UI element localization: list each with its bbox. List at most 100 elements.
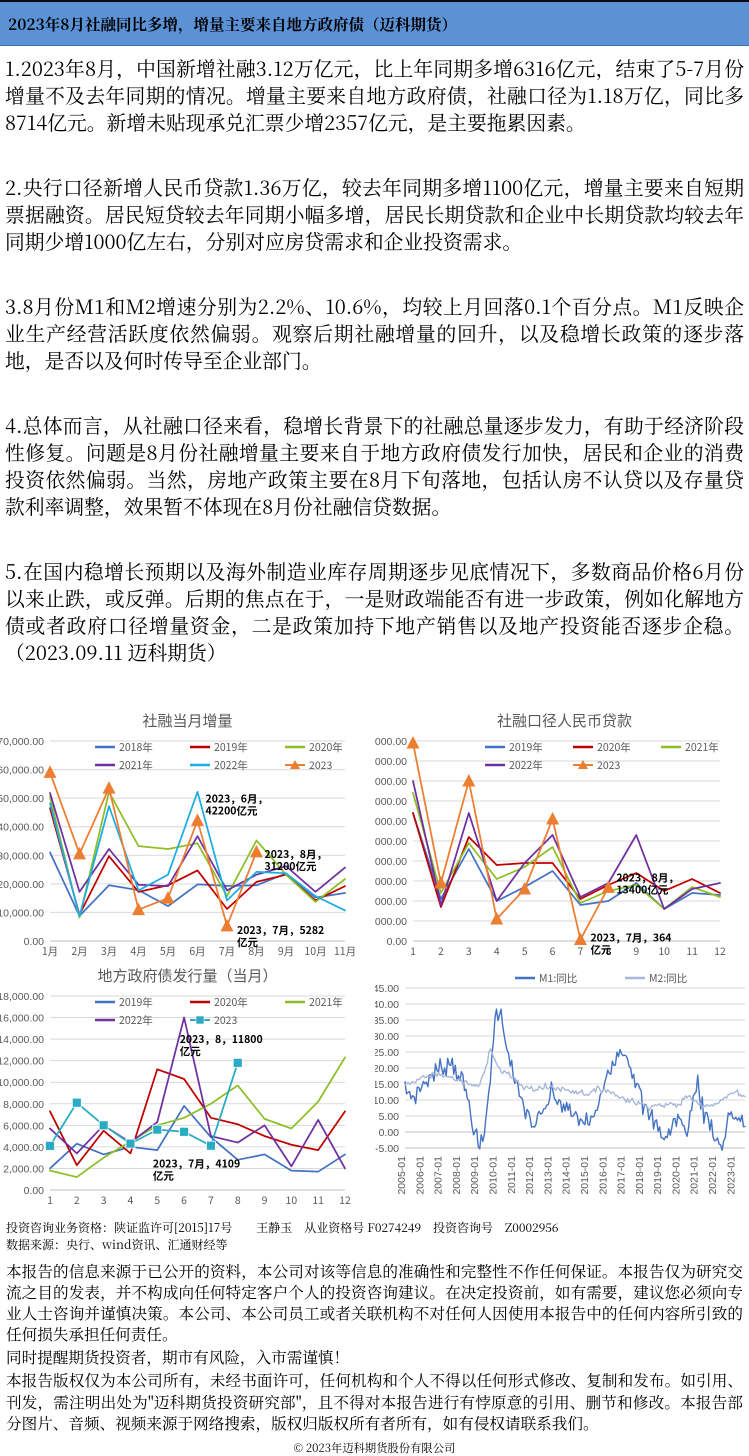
svg-text:9: 9	[633, 944, 639, 958]
svg-text:6月: 6月	[189, 944, 205, 958]
svg-text:2008-01: 2008-01	[451, 1156, 463, 1195]
svg-text:25.00: 25.00	[375, 1047, 399, 1059]
svg-text:2019年: 2019年	[509, 740, 543, 755]
svg-text:3月: 3月	[101, 944, 117, 958]
svg-text:2019-01: 2019-01	[652, 1156, 664, 1195]
svg-text:2023: 2023	[309, 758, 332, 773]
svg-text:0.00: 0.00	[387, 936, 408, 948]
svg-text:15.00: 15.00	[375, 1079, 399, 1091]
svg-text:2: 2	[438, 944, 444, 958]
svg-text:60,000.00: 60,000.00	[0, 765, 44, 777]
svg-text:10: 10	[658, 944, 670, 958]
svg-text:30.00: 30.00	[375, 1031, 399, 1043]
svg-text:-5.00: -5.00	[375, 1143, 399, 1155]
svg-text:70,000.00: 70,000.00	[0, 736, 44, 748]
svg-text:社融当月增量: 社融当月增量	[142, 710, 232, 731]
svg-text:亿元: 亿元	[590, 943, 611, 958]
svg-text:2022年: 2022年	[509, 758, 543, 773]
svg-text:5,000.00: 5,000.00	[375, 916, 407, 928]
svg-text:35,000.00: 35,000.00	[375, 796, 407, 808]
svg-text:5: 5	[522, 944, 528, 958]
svg-text:9: 9	[262, 1193, 268, 1208]
svg-text:6: 6	[550, 944, 556, 958]
svg-text:1: 1	[47, 1193, 53, 1208]
svg-text:5.00: 5.00	[379, 1111, 400, 1123]
svg-text:10月: 10月	[304, 944, 326, 958]
svg-text:3: 3	[466, 944, 472, 958]
svg-text:3: 3	[101, 1193, 107, 1208]
svg-text:10,000.00: 10,000.00	[0, 1077, 44, 1089]
svg-text:0.00: 0.00	[379, 1127, 400, 1139]
svg-text:2021年: 2021年	[119, 758, 153, 773]
svg-text:M2:同比: M2:同比	[649, 971, 687, 986]
svg-text:2020-01: 2020-01	[670, 1156, 682, 1195]
svg-text:4月: 4月	[130, 944, 146, 958]
svg-text:地方政府债发行量（当月）: 地方政府债发行量（当月）	[97, 965, 277, 986]
svg-text:42200亿元: 42200亿元	[206, 803, 258, 818]
svg-text:2005-01: 2005-01	[396, 1156, 408, 1195]
svg-text:12: 12	[714, 944, 726, 958]
svg-text:亿元: 亿元	[237, 935, 258, 950]
svg-text:16,000.00: 16,000.00	[0, 1013, 44, 1025]
svg-text:12: 12	[339, 1193, 351, 1208]
svg-text:2007-01: 2007-01	[433, 1156, 445, 1195]
svg-text:2021年: 2021年	[685, 740, 719, 755]
svg-text:1月: 1月	[42, 944, 58, 958]
svg-text:5月: 5月	[160, 944, 176, 958]
svg-text:6,000.00: 6,000.00	[3, 1120, 44, 1132]
svg-text:40.00: 40.00	[375, 999, 399, 1011]
svg-text:2021-01: 2021-01	[689, 1156, 701, 1195]
svg-text:11: 11	[312, 1193, 324, 1208]
svg-text:30,000.00: 30,000.00	[0, 850, 44, 862]
svg-text:1: 1	[410, 944, 416, 958]
svg-text:20.00: 20.00	[375, 1063, 399, 1075]
svg-text:2017-01: 2017-01	[616, 1156, 628, 1195]
svg-text:M1:同比: M1:同比	[539, 971, 577, 986]
svg-text:2006-01: 2006-01	[414, 1156, 426, 1195]
svg-text:25,000.00: 25,000.00	[375, 836, 407, 848]
svg-text:2023: 2023	[597, 758, 620, 773]
svg-text:2012-01: 2012-01	[524, 1156, 536, 1195]
svg-text:2021年: 2021年	[309, 995, 343, 1010]
svg-text:2010-01: 2010-01	[487, 1156, 499, 1195]
svg-text:30,000.00: 30,000.00	[375, 816, 407, 828]
svg-text:社融口径人民币贷款: 社融口径人民币贷款	[497, 710, 632, 731]
svg-text:6: 6	[181, 1193, 187, 1208]
svg-text:2020年: 2020年	[214, 995, 248, 1010]
svg-text:20,000.00: 20,000.00	[375, 856, 407, 868]
svg-text:2: 2	[74, 1193, 80, 1208]
svg-text:31200亿元: 31200亿元	[265, 859, 317, 874]
svg-text:2019年: 2019年	[119, 995, 153, 1010]
svg-text:11: 11	[686, 944, 698, 958]
svg-text:2014-01: 2014-01	[561, 1156, 573, 1195]
svg-text:9月: 9月	[278, 944, 294, 958]
svg-text:2018-01: 2018-01	[634, 1156, 646, 1195]
svg-text:2023-01: 2023-01	[725, 1156, 737, 1195]
svg-text:15,000.00: 15,000.00	[375, 876, 407, 888]
svg-text:2022年: 2022年	[119, 1013, 153, 1028]
svg-text:10,000.00: 10,000.00	[0, 907, 44, 919]
svg-text:2015-01: 2015-01	[579, 1156, 591, 1195]
svg-text:8,000.00: 8,000.00	[3, 1099, 44, 1111]
svg-text:2011-01: 2011-01	[506, 1156, 518, 1194]
svg-text:50,000.00: 50,000.00	[0, 793, 44, 805]
svg-text:18,000.00: 18,000.00	[0, 991, 44, 1003]
svg-text:0.00: 0.00	[24, 1185, 45, 1197]
svg-text:2月: 2月	[71, 944, 87, 958]
svg-text:亿元: 亿元	[180, 1044, 201, 1059]
svg-text:45.00: 45.00	[375, 983, 399, 995]
svg-text:20,000.00: 20,000.00	[0, 879, 44, 891]
svg-text:2009-01: 2009-01	[469, 1156, 481, 1195]
svg-text:35.00: 35.00	[375, 1015, 399, 1027]
svg-text:10,000.00: 10,000.00	[375, 896, 407, 908]
svg-text:10.00: 10.00	[375, 1095, 399, 1107]
svg-text:2019年: 2019年	[214, 740, 248, 755]
svg-text:7月: 7月	[219, 944, 235, 958]
svg-text:11月: 11月	[334, 944, 356, 958]
svg-text:40,000.00: 40,000.00	[0, 822, 44, 834]
svg-text:2013-01: 2013-01	[542, 1156, 554, 1195]
svg-text:7: 7	[208, 1193, 214, 1208]
svg-text:13400亿元: 13400亿元	[616, 882, 668, 897]
svg-text:40,000.00: 40,000.00	[375, 776, 407, 788]
svg-text:4: 4	[128, 1193, 134, 1208]
